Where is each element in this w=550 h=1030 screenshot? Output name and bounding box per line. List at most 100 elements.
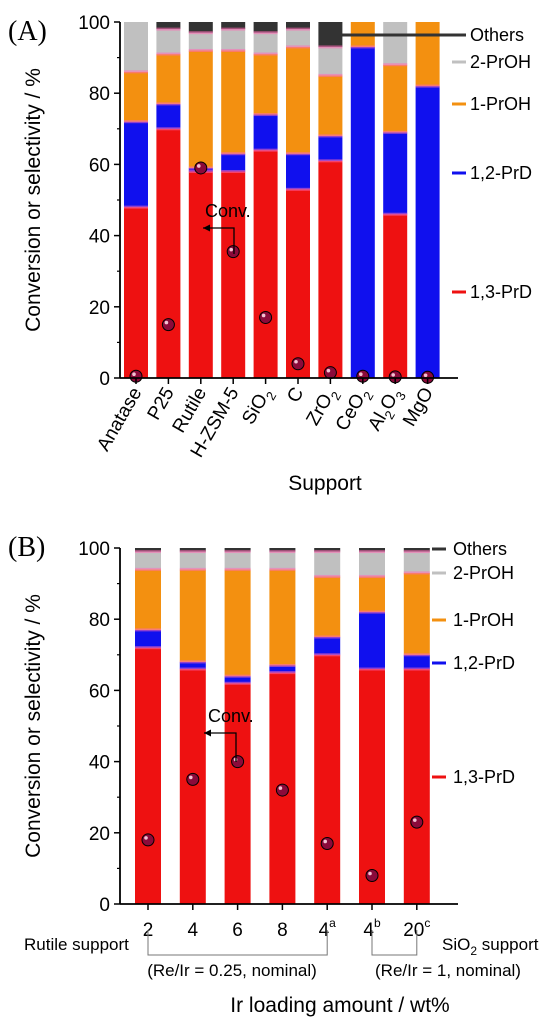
bar-interface — [403, 667, 430, 671]
conversion-arrow-head — [204, 729, 211, 737]
bar-segment — [135, 569, 161, 630]
bar-segment — [156, 29, 181, 55]
conversion-marker — [410, 815, 424, 829]
conversion-marker-highlight — [278, 786, 283, 790]
conversion-marker-highlight — [197, 164, 201, 168]
conversion-marker-highlight — [326, 368, 331, 373]
y-tick-label: 80 — [89, 84, 110, 105]
bar-interface — [135, 646, 161, 650]
chart-panel-b: (B) 0 20 40 60 80 100 Conversion or selectivity… — [8, 532, 539, 1017]
bar-segment — [253, 150, 278, 378]
bar-segment — [179, 661, 206, 670]
bar-interface — [156, 102, 181, 106]
bar-segment — [359, 612, 385, 670]
conversion-marker — [226, 245, 240, 259]
bar-segment — [383, 64, 408, 133]
bar-interface — [359, 610, 385, 614]
bar-segment — [224, 676, 251, 684]
legend-label: 1-PrOH — [453, 610, 514, 630]
bar-segment — [135, 551, 161, 570]
bar-segment — [224, 551, 251, 570]
bar-segment — [415, 86, 440, 378]
conversion-marker — [320, 836, 334, 850]
bar-group — [221, 22, 246, 378]
conversion-marker-highlight — [359, 372, 363, 377]
bar-segment — [124, 71, 148, 122]
y-tick-label: 60 — [89, 681, 110, 702]
bar-interface — [253, 113, 278, 117]
legend-label: Others — [453, 539, 507, 559]
bar-interface — [269, 663, 296, 667]
y-tick-label: 0 — [99, 895, 110, 916]
bar-group — [253, 22, 278, 378]
bar-interface — [318, 73, 343, 77]
bar-interface — [359, 574, 385, 578]
bar-group — [403, 548, 430, 904]
x-tick-label: SiO2 — [238, 384, 279, 430]
chart-panel-a: (A) 0 20 40 60 80 100 Conversion or selectivity… — [8, 13, 532, 495]
y-tick-label: 0 — [99, 369, 110, 390]
legend-label: 2-PrOH — [453, 563, 514, 583]
bar-interface — [359, 550, 385, 554]
conversion-marker — [141, 833, 155, 847]
bar-segment — [253, 32, 278, 55]
bar-interface — [124, 70, 148, 74]
bar-segment — [314, 551, 341, 577]
bar-interface — [124, 205, 148, 209]
x-axis-title: Support — [288, 472, 362, 495]
bar-interface — [350, 45, 375, 49]
x-axis-title: Ir loading amount / wt% — [230, 994, 449, 1017]
x-tick-label: Anatase — [93, 384, 146, 455]
bar-interface — [314, 574, 341, 578]
conversion-marker-highlight — [294, 359, 298, 364]
y-tick-label: 100 — [78, 539, 110, 560]
bar-segment — [156, 128, 181, 378]
y-tick-label: 60 — [89, 155, 110, 176]
bar-segment — [359, 551, 385, 577]
bar-group — [383, 22, 408, 378]
group-note-sio2: (Re/Ir = 1, nominal) — [375, 961, 521, 980]
bar-segment — [156, 103, 181, 129]
bar-segment — [224, 683, 251, 904]
bar-segment — [124, 207, 148, 378]
bar-segment — [156, 22, 181, 30]
bar-interface — [318, 45, 343, 49]
bar-segment — [188, 171, 213, 378]
bar-segment — [188, 32, 213, 51]
bar-segment — [318, 135, 343, 161]
conversion-marker — [275, 783, 289, 797]
bar-interface — [224, 681, 251, 685]
x-tick-label: 4b — [363, 916, 381, 941]
bar-group — [318, 22, 343, 378]
bar-interface — [224, 550, 251, 554]
bar-segment — [403, 669, 430, 904]
bar-interface — [124, 120, 148, 124]
bar-segment — [314, 576, 341, 637]
legend-label: 2-PrOH — [470, 52, 531, 72]
conversion-arrow-head — [203, 224, 210, 232]
bar-interface — [224, 567, 251, 571]
bar-interface — [135, 550, 161, 554]
bar-interface — [314, 635, 341, 639]
group-label-rutile: Rutile support — [24, 935, 129, 954]
y-axis-title: Conversion or selectivity / % — [22, 68, 45, 332]
bar-segment — [286, 46, 310, 154]
x-tick-label: 20c — [403, 916, 430, 941]
bar-group — [350, 22, 375, 379]
bar-segment — [286, 189, 310, 378]
bar-group — [359, 548, 385, 904]
bar-segment — [124, 22, 148, 72]
bar-interface — [135, 567, 161, 571]
bar-segment — [179, 551, 206, 570]
conversion-marker — [161, 318, 175, 332]
bar-interface — [253, 52, 278, 56]
x-tick-label: 8 — [277, 920, 288, 941]
bar-segment — [179, 548, 206, 552]
bar-interface — [269, 567, 296, 571]
bar-interface — [286, 187, 310, 191]
bar-interface — [318, 134, 343, 138]
bar-segment — [188, 50, 213, 168]
bar-interface — [156, 127, 181, 131]
